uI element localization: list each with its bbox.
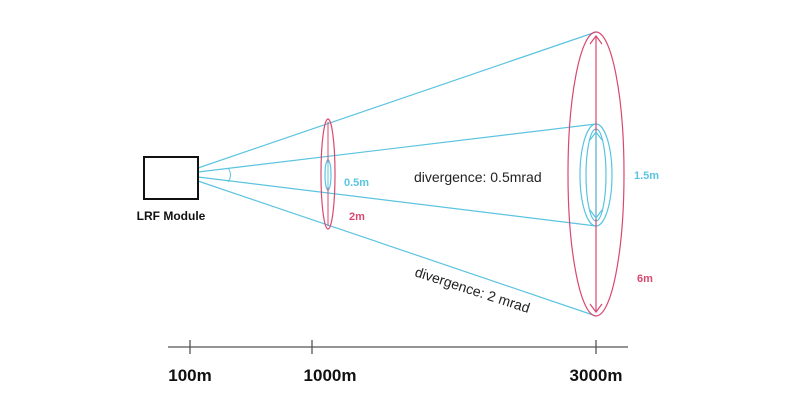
wide-arrowhead-top	[589, 35, 603, 45]
wide-beam-lower-ray	[197, 180, 597, 317]
narrow-divergence-label: divergence: 0.5mrad	[414, 169, 542, 185]
wide-arrowhead-bottom	[589, 303, 603, 313]
wide-beam-upper-ray	[197, 31, 597, 169]
narrow-arrowhead-bottom	[589, 209, 603, 219]
wide-divergence-label: divergence: 2 mrad	[413, 264, 532, 316]
wide-size-1000m-label: 2m	[349, 211, 365, 223]
wide-size-3000m-label: 6m	[637, 273, 653, 285]
angle-arc	[227, 167, 231, 183]
axis-label-1000m: 1000m	[304, 366, 357, 385]
axis-label-3000m: 3000m	[570, 366, 623, 385]
narrow-size-3000m-label: 1.5m	[634, 170, 659, 182]
lrf-module-label: LRF Module	[137, 209, 206, 223]
narrow-beam-upper-ray	[197, 123, 597, 173]
narrow-beam-lower-ray	[197, 176, 597, 227]
axis-label-100m: 100m	[168, 366, 211, 385]
wide-spot-3000m	[567, 31, 625, 317]
wide-spot-1000m	[320, 118, 336, 230]
narrow-arrowhead-top	[589, 131, 603, 141]
narrow-size-1000m-label: 0.5m	[344, 177, 369, 189]
lrf-module-box	[143, 156, 199, 200]
